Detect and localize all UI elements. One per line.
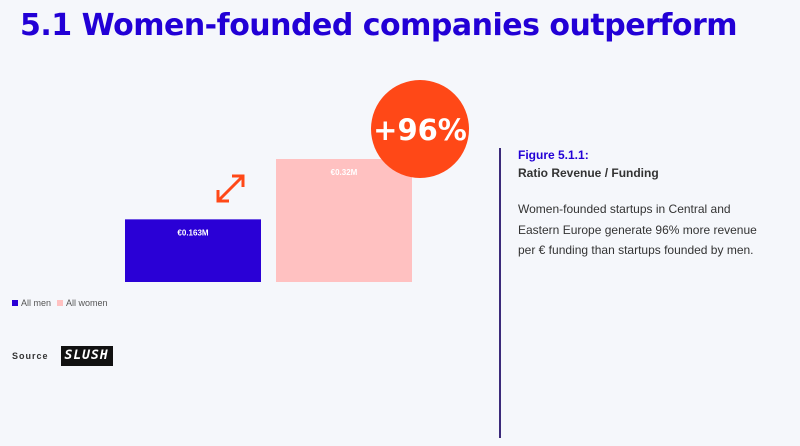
legend-label-women: All women (66, 298, 108, 308)
chart-legend: All men All women (12, 298, 108, 308)
legend-item-men: All men (12, 298, 51, 308)
percent-badge: +96% (371, 80, 469, 178)
legend-label-men: All men (21, 298, 52, 308)
slush-logo: SLUSH (60, 346, 113, 366)
percent-badge-label: +96% (373, 113, 467, 147)
source-label: Source (12, 351, 49, 361)
bar-value-label: €0.163M (177, 228, 208, 237)
bar-value-label: €0.32M (331, 168, 358, 177)
vertical-divider (499, 148, 501, 438)
bar-chart: €0.163M €0.32M +96% (125, 80, 469, 282)
figure-subtitle: Ratio Revenue / Funding (518, 166, 659, 180)
double-arrow-icon (216, 174, 245, 203)
figure-title: Figure 5.1.1: (518, 148, 589, 162)
page-title: 5.1 Women-founded companies outperform (20, 8, 738, 43)
source-credit: Source SLUSH (12, 346, 113, 366)
bar-all-women (276, 159, 412, 282)
legend-item-women: All women (57, 298, 108, 308)
bar-all-men (125, 219, 261, 282)
legend-swatch-men (12, 300, 18, 306)
legend-swatch-women (57, 300, 64, 306)
figure-description: Women-founded startups in Central and Ea… (518, 202, 757, 257)
